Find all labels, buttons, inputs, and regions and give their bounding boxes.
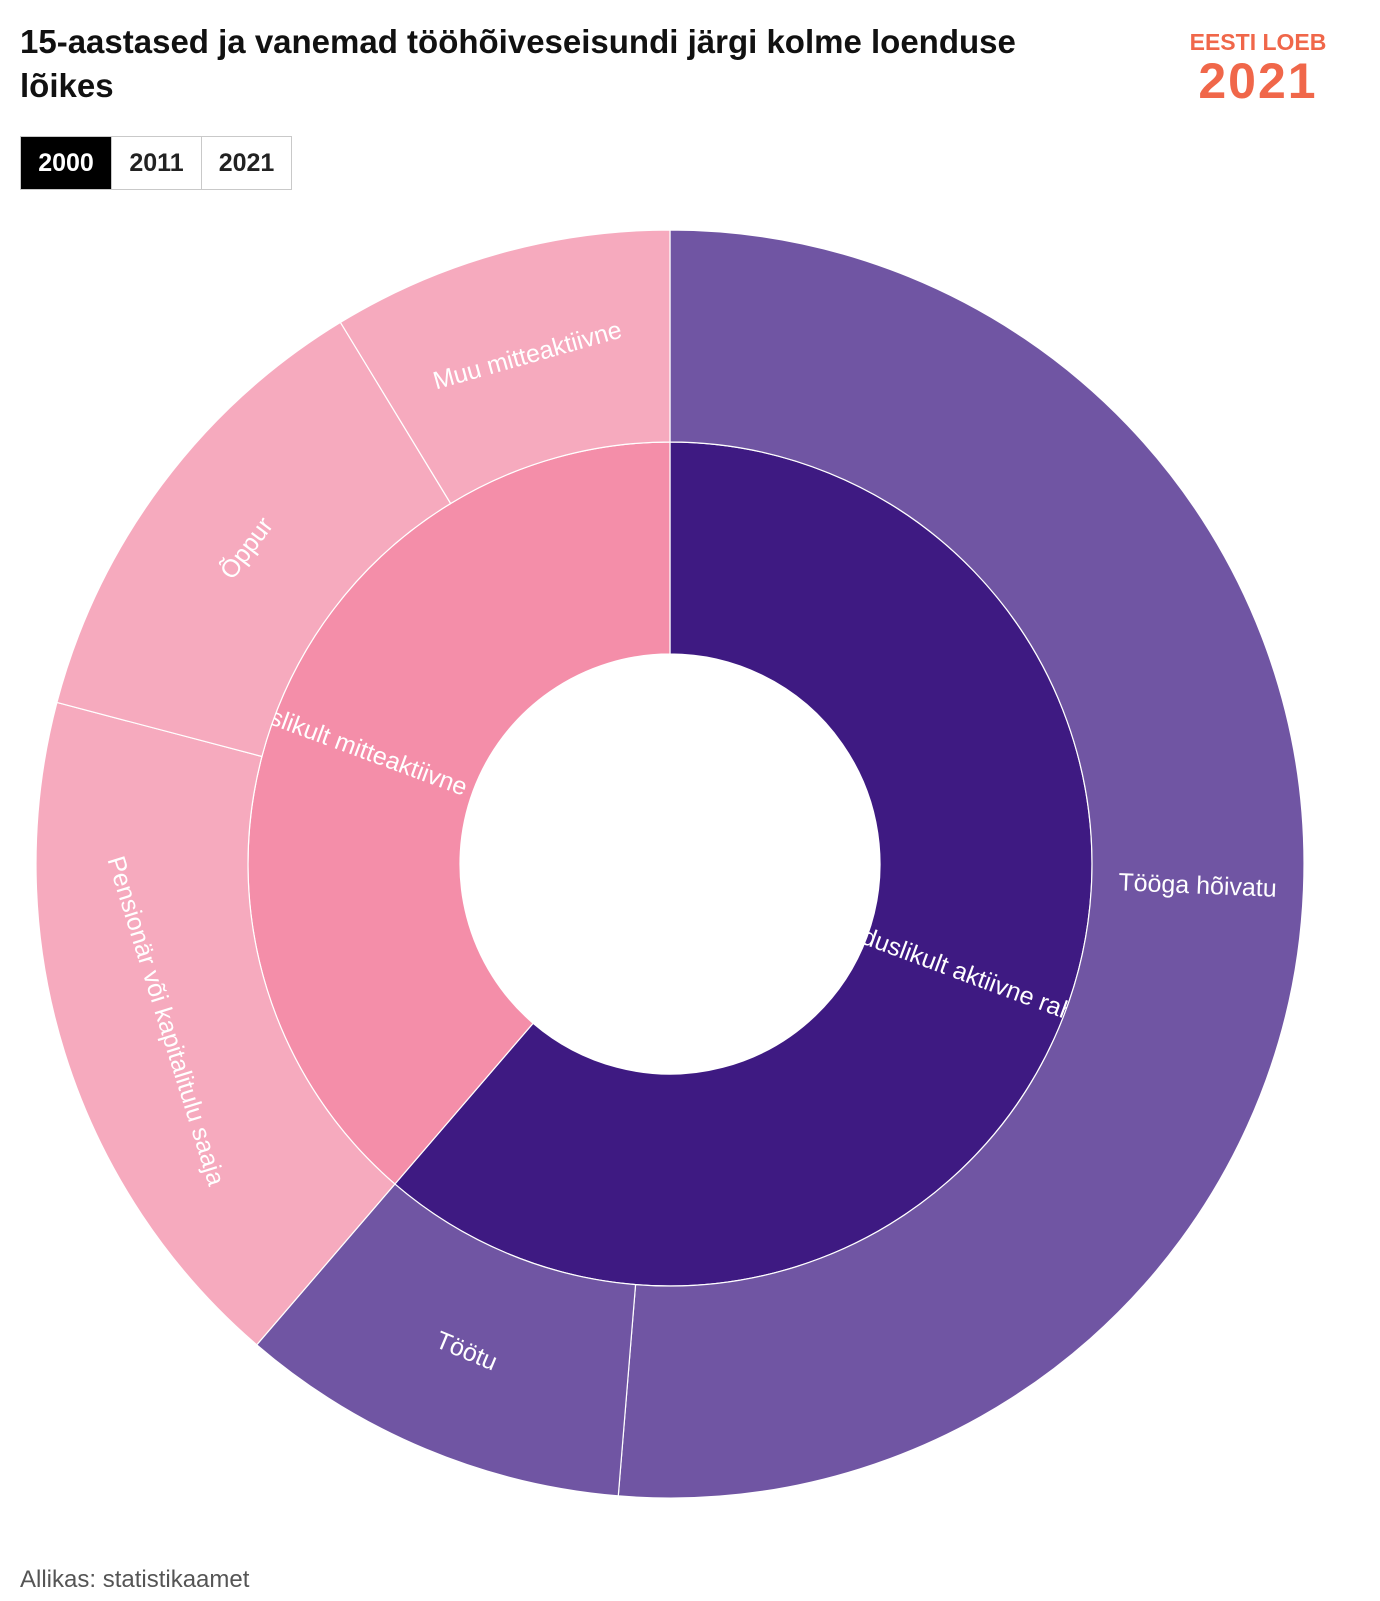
logo-text-bottom: 2021 bbox=[1198, 53, 1317, 106]
tab-2000[interactable]: 2000 bbox=[21, 137, 111, 189]
segment-tooga-hoivatu[interactable] bbox=[617, 229, 1305, 1499]
year-tabs: 2000 2011 2021 bbox=[20, 136, 292, 190]
tab-2021[interactable]: 2021 bbox=[201, 137, 291, 189]
label-tooga-hoivatu: Tööga hõivatu bbox=[1118, 868, 1277, 902]
source-note: Allikas: statistikaamet bbox=[20, 1566, 250, 1593]
chart-title: 15-aastased ja vanemad tööhõiveseisundi … bbox=[20, 23, 1016, 104]
segment-muu-mitteaktiivne[interactable] bbox=[339, 229, 671, 505]
sunburst-chart: Majanduslikult aktiivne rahvastikMajandu… bbox=[35, 229, 1305, 1499]
eesti-loeb-2021-logo: EESTI LOEB 2021 bbox=[1190, 29, 1327, 106]
logo-text-top: EESTI LOEB bbox=[1190, 29, 1327, 55]
segment-pensionar-voi-kapitalitulu-saaja[interactable] bbox=[35, 701, 396, 1346]
segment-oppur[interactable] bbox=[56, 321, 452, 758]
tab-2011[interactable]: 2011 bbox=[111, 137, 201, 189]
